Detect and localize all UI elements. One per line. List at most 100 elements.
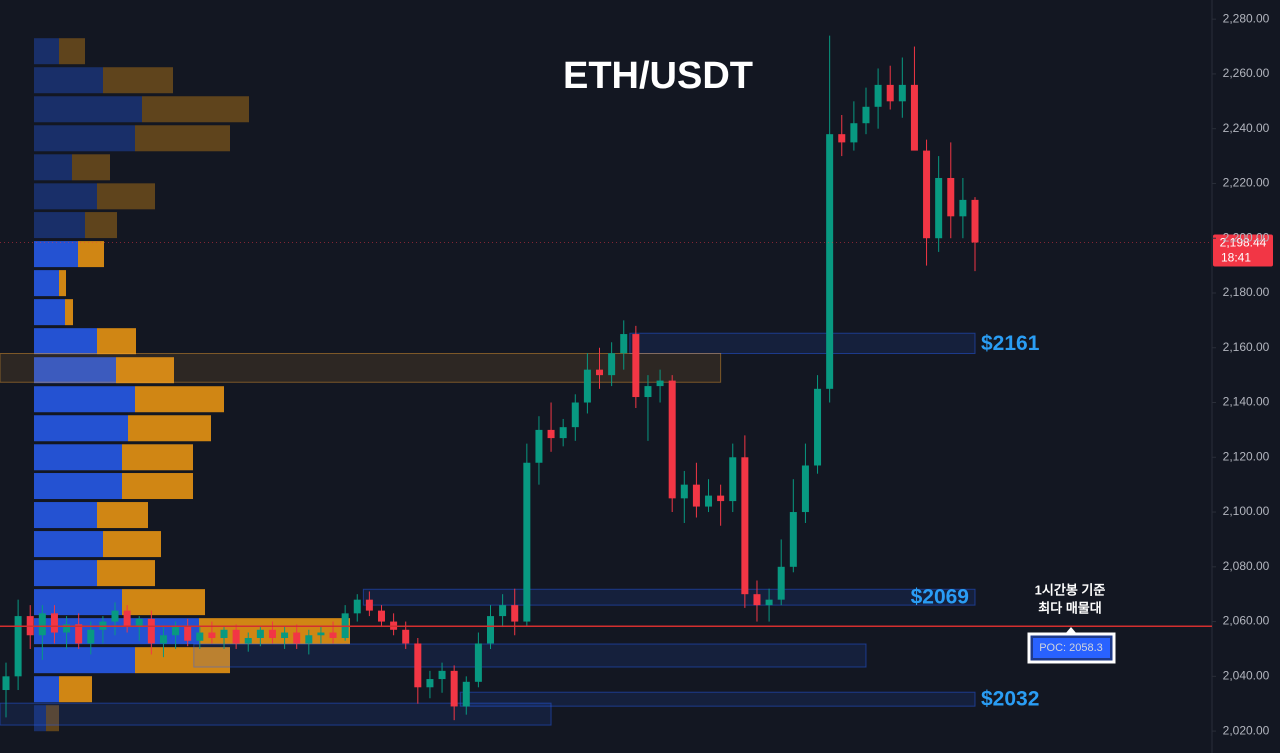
profile-sell bbox=[72, 154, 110, 181]
profile-sell bbox=[97, 560, 155, 587]
y-tick-label: 2,040.00 bbox=[1223, 669, 1270, 683]
profile-sell bbox=[78, 241, 104, 268]
last-price-box bbox=[1213, 234, 1273, 267]
candle-body bbox=[644, 386, 652, 398]
candle-body bbox=[692, 484, 700, 507]
candle-body bbox=[50, 613, 58, 633]
candle-body bbox=[184, 627, 192, 641]
profile-sell bbox=[122, 444, 193, 471]
profile-buy bbox=[34, 241, 78, 268]
candle-body bbox=[305, 635, 313, 644]
candle-body bbox=[947, 177, 955, 217]
candle-body bbox=[462, 681, 470, 707]
candle-body bbox=[789, 512, 797, 567]
candle-body bbox=[668, 380, 676, 499]
zone bbox=[362, 588, 976, 606]
y-tick-label: 2,160.00 bbox=[1223, 340, 1270, 354]
candle-body bbox=[75, 624, 83, 644]
profile-buy bbox=[34, 67, 103, 94]
profile-buy bbox=[34, 473, 122, 500]
profile-sell bbox=[128, 415, 211, 442]
candle-body bbox=[547, 429, 555, 439]
profile-sell bbox=[59, 676, 92, 703]
candle-body bbox=[765, 599, 773, 606]
y-tick-label: 2,080.00 bbox=[1223, 559, 1270, 573]
candle-body bbox=[862, 106, 870, 124]
candle-body bbox=[293, 632, 301, 644]
candle-body bbox=[402, 629, 410, 644]
profile-buy bbox=[34, 705, 46, 732]
candle-body bbox=[741, 457, 749, 595]
candle-body bbox=[717, 495, 725, 502]
profile-buy bbox=[34, 270, 59, 297]
candle-body bbox=[487, 616, 494, 644]
candle-body bbox=[329, 632, 337, 638]
profile-buy bbox=[34, 676, 59, 703]
candle-body bbox=[135, 618, 143, 628]
zone bbox=[193, 643, 867, 668]
candle-body bbox=[777, 566, 785, 600]
candle-body bbox=[414, 643, 422, 688]
candle-body bbox=[111, 610, 119, 622]
last-price-time: 18:41 bbox=[1221, 251, 1251, 265]
profile-buy bbox=[34, 96, 142, 123]
y-tick-label: 2,260.00 bbox=[1223, 66, 1270, 80]
profile-buy bbox=[34, 154, 72, 181]
profile-buy bbox=[34, 560, 97, 587]
candle-body bbox=[38, 613, 46, 636]
candle-body bbox=[753, 594, 761, 606]
candle-body bbox=[474, 643, 482, 682]
candle-body bbox=[910, 84, 918, 151]
candle-body bbox=[523, 462, 531, 622]
profile-buy bbox=[34, 328, 97, 355]
profile-buy bbox=[34, 386, 135, 413]
candle-body bbox=[801, 465, 809, 513]
candle-body bbox=[426, 679, 434, 688]
candle-body bbox=[172, 627, 180, 636]
y-tick-label: 2,200.00 bbox=[1223, 230, 1270, 244]
zone bbox=[629, 332, 976, 354]
candle-body bbox=[596, 369, 604, 376]
poc-note: 최다 매물대 bbox=[1038, 600, 1101, 615]
y-tick-label: 2,280.00 bbox=[1223, 11, 1270, 25]
zone bbox=[0, 702, 552, 726]
zone-label: $2161 bbox=[981, 332, 1040, 355]
zone bbox=[0, 352, 722, 383]
candle-body bbox=[632, 334, 640, 398]
candles bbox=[2, 35, 979, 721]
poc-pointer bbox=[1065, 627, 1077, 634]
profile-buy bbox=[34, 531, 103, 558]
candle-body bbox=[220, 629, 228, 638]
candle-body bbox=[923, 150, 931, 239]
candle-body bbox=[656, 380, 664, 387]
candle-body bbox=[826, 134, 834, 389]
candle-body bbox=[680, 484, 688, 499]
candle-body bbox=[705, 495, 713, 507]
candle-body bbox=[499, 605, 507, 617]
y-tick-label: 2,060.00 bbox=[1223, 614, 1270, 628]
candle-body bbox=[123, 610, 131, 628]
profile-buy bbox=[34, 38, 59, 65]
profile-sell bbox=[59, 38, 85, 65]
profile-sell bbox=[122, 589, 205, 616]
profile-sell bbox=[85, 212, 117, 239]
y-tick-label: 2,100.00 bbox=[1223, 504, 1270, 518]
candle-body bbox=[281, 632, 289, 638]
zones bbox=[0, 332, 976, 726]
profile-buy bbox=[34, 125, 135, 152]
profile-sell bbox=[135, 386, 224, 413]
candle-body bbox=[438, 670, 446, 680]
candle-body bbox=[935, 177, 943, 239]
profile-sell bbox=[97, 183, 155, 210]
candle-body bbox=[159, 635, 167, 644]
profile-sell bbox=[135, 125, 230, 152]
y-tick-label: 2,140.00 bbox=[1223, 395, 1270, 409]
profile-sell bbox=[116, 357, 174, 384]
poc-note: 1시간봉 기준 bbox=[1035, 582, 1106, 597]
candle-body bbox=[559, 427, 567, 439]
profile-sell bbox=[122, 473, 193, 500]
candle-body bbox=[450, 670, 458, 707]
